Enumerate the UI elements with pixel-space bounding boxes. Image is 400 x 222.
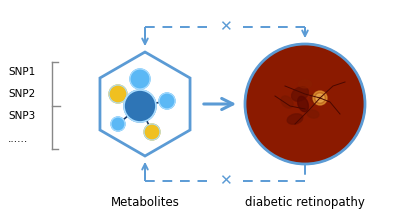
Ellipse shape — [298, 96, 308, 112]
Circle shape — [313, 91, 327, 105]
Circle shape — [291, 90, 319, 118]
Circle shape — [275, 74, 335, 134]
Circle shape — [144, 124, 160, 140]
Circle shape — [249, 48, 361, 160]
Circle shape — [283, 82, 327, 126]
Circle shape — [111, 117, 125, 131]
Ellipse shape — [281, 96, 293, 108]
Polygon shape — [100, 52, 190, 156]
Ellipse shape — [298, 80, 312, 88]
Text: ......: ...... — [8, 134, 28, 144]
Circle shape — [254, 54, 355, 154]
Text: Metabolites: Metabolites — [110, 196, 180, 209]
Text: ✕: ✕ — [219, 20, 231, 34]
Text: SNP3: SNP3 — [8, 111, 35, 121]
Text: SNP2: SNP2 — [8, 89, 35, 99]
Circle shape — [268, 67, 342, 141]
Text: ✕: ✕ — [219, 174, 231, 188]
Circle shape — [298, 97, 312, 111]
Circle shape — [130, 69, 150, 89]
Ellipse shape — [307, 110, 319, 118]
Circle shape — [245, 44, 365, 164]
Text: diabetic retinopathy: diabetic retinopathy — [245, 196, 365, 209]
Circle shape — [159, 93, 175, 109]
Text: SNP1: SNP1 — [8, 67, 35, 77]
Ellipse shape — [310, 94, 324, 104]
Circle shape — [124, 90, 156, 122]
Circle shape — [261, 59, 350, 148]
Ellipse shape — [287, 114, 303, 124]
Circle shape — [316, 94, 324, 102]
Ellipse shape — [292, 87, 308, 101]
Circle shape — [109, 85, 127, 103]
